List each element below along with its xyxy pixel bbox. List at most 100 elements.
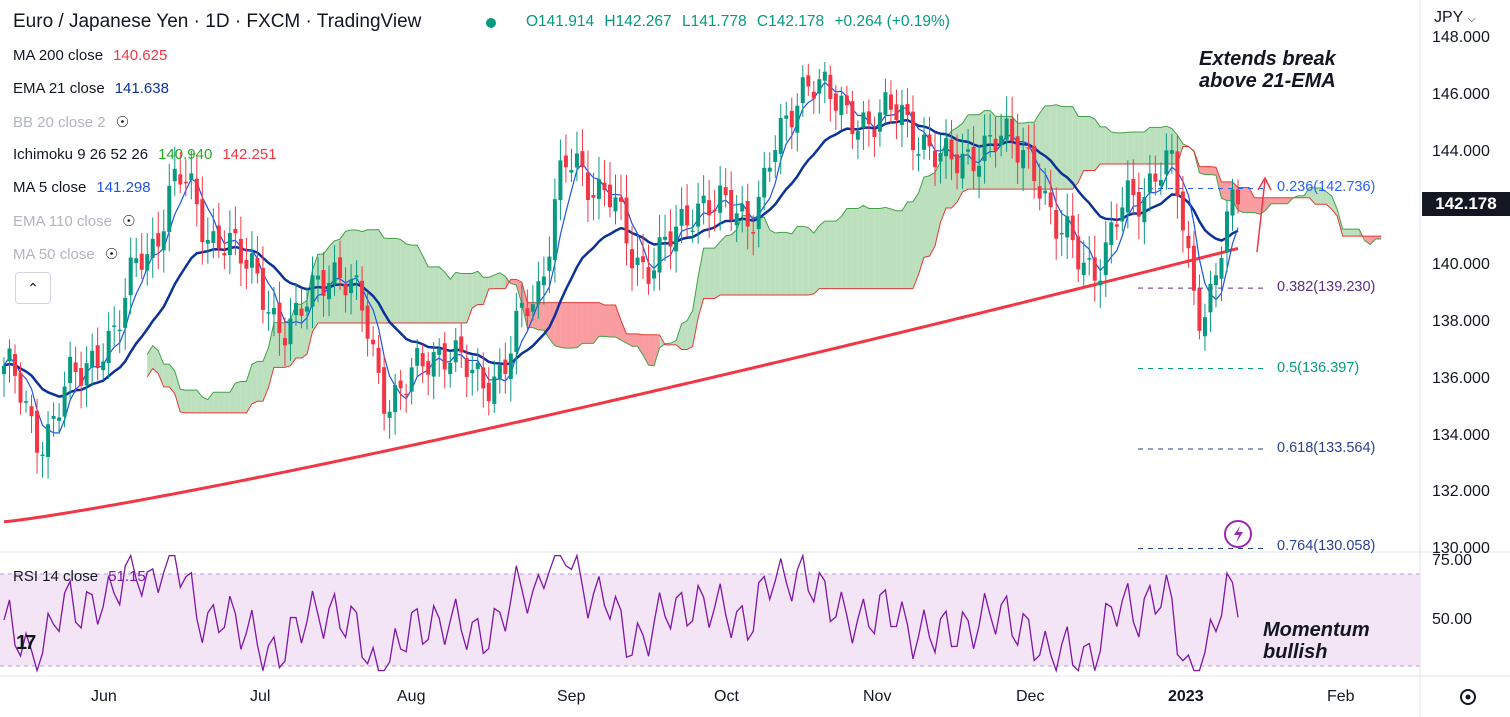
candle-body: [910, 111, 915, 151]
legend-ema21[interactable]: EMA 21 close 141.638: [13, 80, 169, 97]
eye-hidden-icon[interactable]: ☉: [115, 114, 130, 131]
candle: [453, 327, 458, 372]
cloud-bull-segment: [373, 229, 379, 324]
candle-body: [552, 199, 557, 261]
candle-body: [563, 155, 568, 168]
candle-body: [470, 369, 475, 374]
candle-body: [354, 275, 359, 278]
cloud-bear-segment: [571, 302, 577, 349]
cloud-bull-segment: [224, 392, 230, 413]
candle-body: [921, 134, 926, 150]
candle: [1147, 154, 1152, 212]
candle-body: [167, 185, 172, 232]
legend-ma200[interactable]: MA 200 close 140.625: [13, 47, 167, 64]
candle: [2, 357, 6, 397]
candle: [591, 172, 596, 221]
cloud-bear-segment: [637, 333, 644, 356]
cloud-bull-segment: [703, 248, 710, 299]
candle: [277, 281, 282, 356]
candle-body: [293, 302, 298, 316]
candle: [652, 247, 657, 291]
candle-body: [514, 310, 519, 352]
cloud-bull-segment: [1348, 229, 1354, 237]
cloud-bear-segment: [576, 302, 583, 348]
eye-hidden-icon[interactable]: ☉: [104, 246, 119, 263]
open-value: O141.914: [526, 13, 595, 30]
settings-gear-icon[interactable]: [1460, 689, 1476, 705]
cloud-bear-segment: [626, 333, 633, 347]
candle-body: [1043, 190, 1048, 194]
candle-body: [778, 118, 783, 154]
candle-body: [1219, 258, 1224, 279]
cloud-bull-segment: [1089, 116, 1095, 171]
cloud-bull-segment: [769, 229, 776, 295]
cloud-bull-segment: [251, 361, 258, 405]
candle: [1098, 259, 1103, 309]
candle: [1004, 96, 1009, 152]
candle-body: [751, 232, 756, 234]
candle: [1043, 167, 1048, 205]
annotation-momentum[interactable]: Momentum bullish: [1263, 619, 1370, 663]
chevron-down-icon: ⌵: [1467, 13, 1476, 25]
candle-body: [486, 382, 491, 402]
rsi-legend[interactable]: RSI 14 close 51.15: [13, 568, 146, 585]
legend-ma50[interactable]: MA 50 close ☉: [13, 245, 118, 263]
cloud-bull-segment: [483, 277, 489, 305]
change-value: +0.264 (+0.19%): [834, 13, 950, 30]
fib-level-label: 0.236(142.736): [1277, 179, 1376, 196]
cloud-bull-segment: [262, 347, 269, 402]
candle-body: [249, 253, 254, 268]
candle-body: [740, 203, 745, 212]
candle-body: [128, 257, 133, 296]
candle-body: [729, 190, 734, 221]
candle-body: [1004, 118, 1009, 140]
cloud-bull-segment: [912, 193, 919, 289]
cloud-bull-segment: [422, 255, 429, 324]
candle-body: [1164, 150, 1169, 175]
legend-ma5[interactable]: MA 5 close 141.298: [13, 179, 151, 196]
cloud-bear-segment: [1265, 197, 1272, 211]
cloud-bull-segment: [698, 248, 704, 318]
candle-body: [888, 94, 893, 110]
legend-ichimoku[interactable]: Ichimoku 9 26 52 26 140.940 142.251: [13, 146, 277, 163]
candle-body: [117, 329, 122, 332]
annotation-ema-break[interactable]: Extends break above 21-EMA: [1199, 48, 1336, 92]
candle: [778, 103, 783, 175]
candle: [982, 114, 987, 184]
candle: [712, 189, 717, 232]
candle-body: [1054, 209, 1059, 239]
candle-body: [949, 139, 954, 160]
eye-hidden-icon[interactable]: ☉: [121, 213, 136, 230]
candle: [343, 267, 348, 313]
candle-body: [222, 253, 227, 256]
candle-body: [90, 350, 95, 368]
candle: [811, 80, 816, 115]
candle-body: [365, 305, 370, 339]
candle-body: [839, 95, 844, 116]
candle: [1059, 210, 1064, 256]
tradingview-logo[interactable]: 17: [16, 632, 36, 654]
candle: [536, 261, 541, 319]
candle-body: [503, 359, 508, 374]
candle-body: [850, 101, 855, 135]
legend-ema110[interactable]: EMA 110 close ☉: [13, 212, 135, 230]
candle: [24, 390, 29, 413]
candle-body: [1153, 173, 1158, 182]
currency-selector[interactable]: JPY ⌵: [1434, 9, 1476, 27]
legend-bb20[interactable]: BB 20 close 2 ☉: [13, 113, 129, 131]
candle-body: [266, 312, 271, 314]
cloud-bull-segment: [995, 116, 1002, 190]
candle-body: [866, 111, 871, 125]
candle: [894, 89, 899, 140]
candle-body: [1169, 150, 1174, 154]
legend-label: EMA 21 close: [13, 80, 105, 97]
candle: [944, 119, 949, 179]
candle: [723, 168, 728, 208]
candle-body: [106, 330, 111, 364]
candle: [938, 134, 943, 184]
collapse-legend-button[interactable]: ⌃: [15, 272, 51, 304]
candle: [508, 336, 513, 402]
candle: [139, 232, 144, 279]
time-tick-oct: Oct: [714, 688, 739, 705]
